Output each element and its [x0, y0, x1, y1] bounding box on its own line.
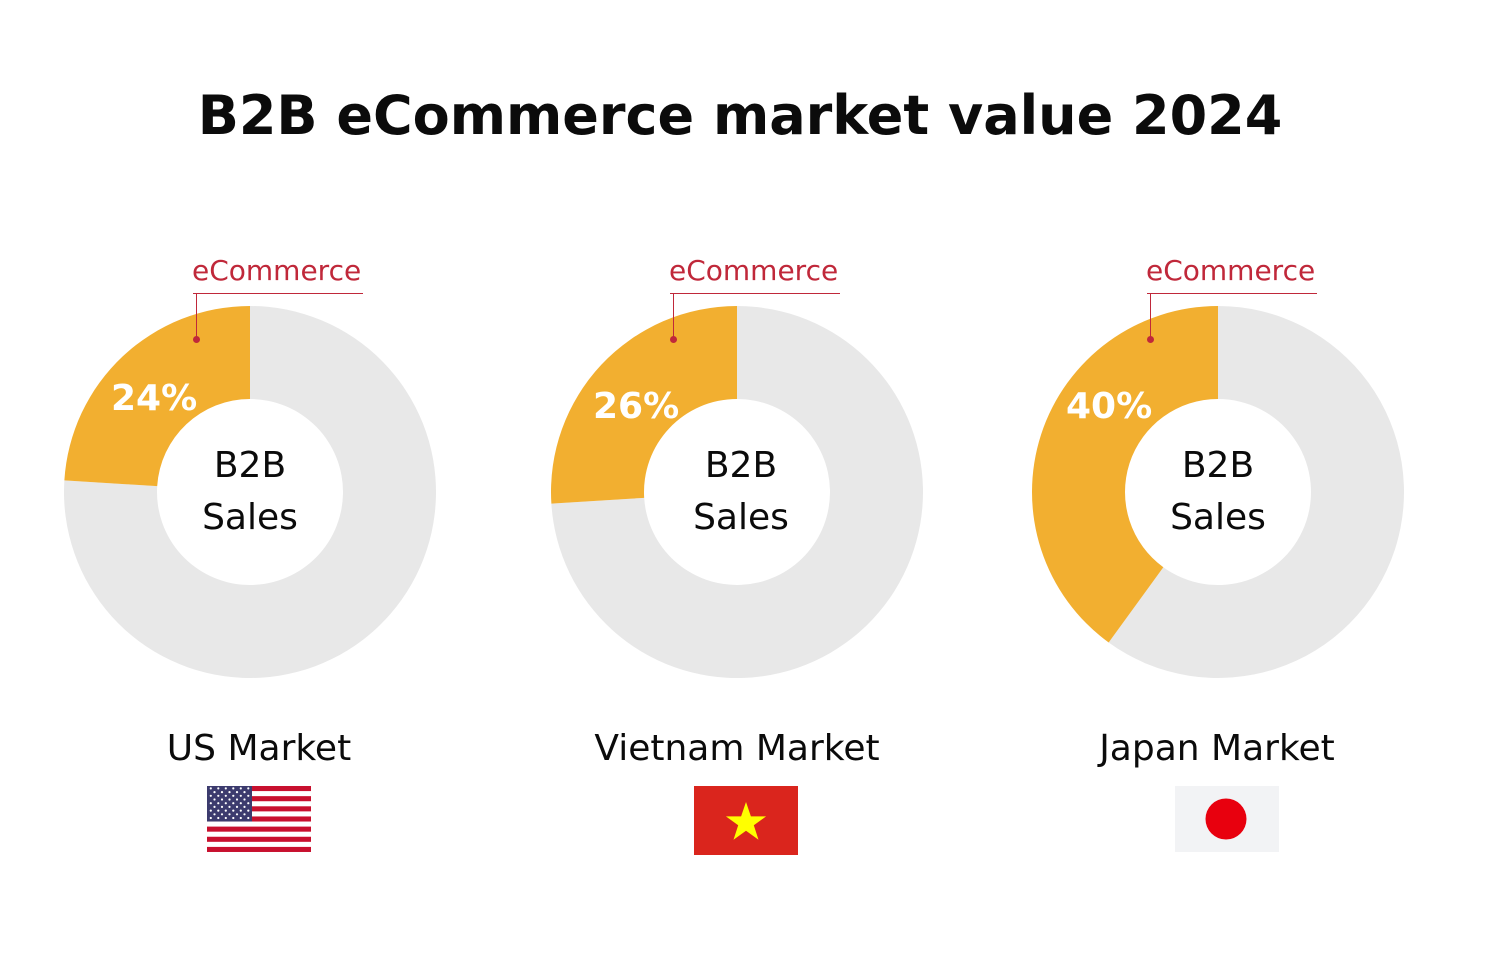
us-flag-star — [224, 794, 227, 797]
us-flag-star — [247, 802, 250, 805]
us-flag-star — [220, 791, 224, 794]
us-flag-star — [220, 813, 224, 816]
us-market-label: US Market — [166, 728, 352, 769]
us-ecommerce-percent: 24% — [111, 378, 198, 419]
vietnam-center-label-line1: B2B — [704, 445, 778, 486]
us-flag-star — [228, 798, 231, 801]
us-flag-star — [213, 805, 216, 808]
us-flag-star — [232, 816, 235, 820]
us-flag-star — [235, 791, 239, 794]
us-flag-star — [235, 813, 239, 816]
us-flag-star — [232, 794, 235, 797]
us-flag-star — [220, 805, 224, 808]
us-ecommerce-callout: eCommerce — [192, 254, 362, 287]
us-flag-star — [228, 791, 231, 794]
japan-ecommerce-slice — [1032, 306, 1218, 643]
us-flag-star — [243, 805, 246, 808]
us-flag-star — [247, 816, 250, 820]
us-flag-star — [217, 787, 220, 790]
us-flag-star — [247, 809, 250, 812]
japan-donut-chart — [1032, 306, 1404, 678]
us-remainder-slice — [64, 306, 436, 678]
vietnam-callout-underline — [670, 293, 840, 294]
japan-remainder-slice — [1108, 306, 1404, 678]
us-flag-icon — [207, 786, 311, 852]
us-flag-star — [224, 809, 227, 812]
us-flag-star — [224, 816, 227, 820]
us-ecommerce-slice — [64, 306, 250, 487]
vietnam-market-label: Vietnam Market — [594, 728, 880, 769]
vietnam-callout-leader — [673, 293, 674, 339]
us-flag-star — [217, 794, 220, 797]
us-donut-chart — [64, 306, 436, 678]
us-flag-star — [243, 798, 246, 801]
us-callout-leader — [196, 293, 197, 339]
us-callout-underline — [193, 293, 363, 294]
us-flag-star — [228, 805, 231, 808]
us-flag-star — [243, 813, 246, 816]
us-flag-star — [209, 809, 212, 812]
us-flag-star — [213, 791, 216, 794]
us-flag-star — [232, 809, 235, 812]
us-flag-star — [217, 809, 220, 812]
us-flag-star — [239, 802, 242, 805]
us-flag-star — [232, 802, 235, 805]
us-flag-star — [217, 816, 220, 820]
us-flag-star — [228, 813, 231, 816]
us-flag-star — [247, 787, 250, 790]
vietnam-donut-chart — [551, 306, 923, 678]
chart-title: B2B eCommerce market value 2024 — [197, 84, 1283, 147]
us-center-label-line2: Sales — [202, 497, 298, 538]
vietnam-center-label: B2B Sales — [641, 440, 841, 544]
japan-ecommerce-callout: eCommerce — [1146, 254, 1316, 287]
us-flag-star — [235, 798, 239, 801]
us-flag-star — [224, 787, 227, 790]
vietnam-ecommerce-callout: eCommerce — [669, 254, 839, 287]
vietnam-ecommerce-slice — [551, 306, 737, 504]
us-center-label: B2B Sales — [150, 440, 350, 544]
japan-center-label-line1: B2B — [1181, 445, 1255, 486]
us-callout-dot — [193, 336, 200, 343]
japan-callout-underline — [1147, 293, 1317, 294]
us-flag-star — [217, 802, 220, 805]
us-flag-star — [220, 798, 224, 801]
us-flag-star — [209, 787, 212, 790]
us-flag-star — [235, 805, 239, 808]
japan-ecommerce-percent: 40% — [1066, 386, 1153, 427]
us-flag-star — [239, 816, 242, 820]
us-flag-star — [224, 802, 227, 805]
us-flag-star — [239, 794, 242, 797]
us-flag-star — [213, 813, 216, 816]
japan-center-label: B2B Sales — [1118, 440, 1318, 544]
vietnam-callout-dot — [670, 336, 677, 343]
us-flag-star — [209, 794, 212, 797]
us-center-label-line1: B2B — [213, 445, 287, 486]
us-flag-star — [213, 798, 216, 801]
us-flag-star — [209, 816, 212, 820]
us-flag-star — [239, 787, 242, 790]
vietnam-ecommerce-percent: 26% — [593, 386, 680, 427]
vietnam-center-label-line2: Sales — [693, 497, 789, 538]
vietnam-remainder-slice — [551, 306, 923, 678]
japan-callout-dot — [1147, 336, 1154, 343]
us-flag-star — [239, 809, 242, 812]
us-flag-star — [209, 802, 212, 805]
us-flag-star — [243, 791, 246, 794]
us-flag-star — [247, 794, 250, 797]
japan-center-label-line2: Sales — [1170, 497, 1266, 538]
japan-callout-leader — [1150, 293, 1151, 339]
japan-market-label: Japan Market — [1099, 728, 1335, 769]
us-flag-star — [232, 787, 235, 790]
japan-flag-icon — [1175, 786, 1279, 852]
vietnam-flag-icon — [694, 786, 798, 855]
